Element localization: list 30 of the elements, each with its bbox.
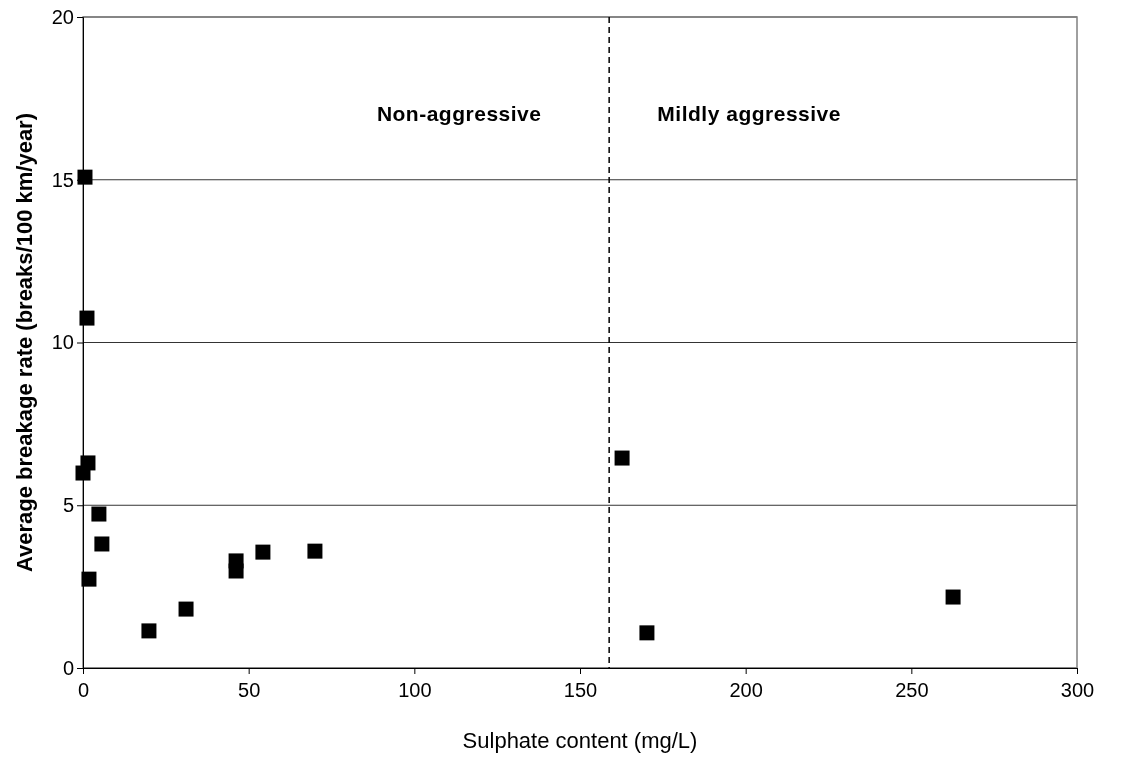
x-tick-label: 300 [1060,679,1095,701]
point [178,601,194,617]
point [77,169,93,185]
y-axis-title: Average breakage rate (breaks/100 km/year) [12,112,37,573]
y-tick-label: 20 [51,5,74,28]
x-tick-label: 0 [77,679,90,701]
x-axis-title: Sulphate content (mg/L) [462,728,698,753]
point [141,623,157,639]
point [79,310,95,326]
x-tick-label: 200 [729,679,763,701]
point [228,563,244,579]
x-tick-label: 250 [895,679,929,701]
x-tick-label: 50 [238,679,261,701]
point [91,506,107,522]
y-tick-label: 15 [51,168,74,191]
y-tick-label: 5 [62,494,74,517]
point [614,450,630,466]
point [639,625,655,641]
y-tick-label: 10 [51,331,74,354]
annotation: Mildly aggressive [657,101,841,125]
y-tick-label: 0 [62,656,74,679]
point [945,589,961,605]
point [255,544,271,560]
point [307,543,323,559]
point [81,571,97,587]
x-tick-label: 150 [563,679,598,701]
point [94,536,110,552]
annotation: Non-aggressive [376,101,542,125]
point [75,465,91,481]
x-tick-label: 100 [398,679,432,701]
